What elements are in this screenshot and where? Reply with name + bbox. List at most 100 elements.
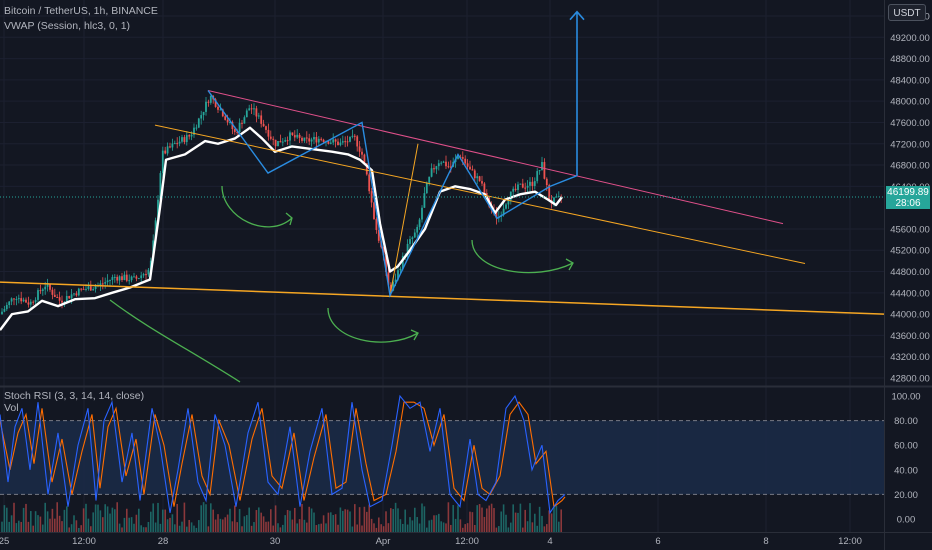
- volume-bar: [385, 511, 387, 532]
- candle-body: [111, 277, 114, 280]
- volume-bar: [128, 517, 130, 532]
- price-axis-tick: 43200.00: [890, 352, 930, 363]
- volume-bar: [387, 523, 390, 532]
- candle-body: [533, 181, 536, 186]
- candle-body: [428, 176, 431, 183]
- volume-bar: [241, 526, 243, 532]
- volume-bar: [116, 502, 118, 532]
- volume-bar: [190, 522, 193, 532]
- candle-body: [233, 129, 236, 132]
- volume-bar: [63, 509, 66, 532]
- candle-body: [375, 219, 378, 230]
- volume-bar: [214, 519, 217, 532]
- volume-bar: [483, 516, 486, 532]
- volume-bar: [22, 507, 25, 532]
- candle-body: [461, 157, 464, 159]
- volume-bar: [212, 509, 214, 532]
- candle-body: [502, 208, 505, 216]
- volume-bar: [423, 506, 426, 532]
- candle-body: [495, 210, 498, 219]
- candle-body: [447, 166, 450, 168]
- candle-body: [181, 137, 183, 142]
- candle-body: [529, 181, 531, 186]
- candle-body: [190, 134, 193, 137]
- volume-bar: [66, 506, 68, 532]
- candle-body: [505, 204, 507, 209]
- orange-pole-line: [389, 143, 419, 296]
- volume-bar: [255, 510, 258, 532]
- candle-body: [394, 279, 397, 283]
- volume-bar: [217, 514, 219, 532]
- candle-body: [5, 305, 8, 310]
- time-axis-tick: 12:00: [455, 536, 479, 547]
- candle-body: [44, 286, 47, 290]
- stoch-axis-tick: 80.00: [894, 416, 918, 427]
- candle-body: [272, 138, 275, 140]
- countdown-timer: 28:06: [895, 197, 921, 209]
- volume-bar: [522, 527, 524, 532]
- volume-bar: [246, 515, 248, 532]
- candle-body: [413, 232, 416, 238]
- candle-body: [178, 141, 181, 144]
- volume-bar: [102, 517, 104, 532]
- candle-body: [161, 150, 164, 174]
- candle-body: [260, 115, 263, 124]
- volume-bar: [478, 504, 481, 532]
- price-axis-tick: 44800.00: [890, 267, 930, 278]
- volume-bar: [159, 523, 162, 532]
- volume-bar: [260, 512, 262, 532]
- volume-bar: [370, 518, 373, 532]
- volume-bar: [558, 521, 560, 532]
- candle-body: [123, 274, 126, 281]
- candle-body: [267, 129, 270, 137]
- volume-bar: [322, 515, 325, 532]
- price-axis-tick: 43600.00: [890, 331, 930, 342]
- volume-bar: [282, 524, 284, 532]
- candle-body: [241, 122, 243, 124]
- volume-bar: [318, 524, 320, 532]
- volume-bar: [529, 503, 531, 532]
- stoch-rsi-legend: Stoch RSI (3, 3, 14, 14, close): [4, 390, 145, 402]
- candle-body: [361, 151, 363, 155]
- candle-body: [471, 169, 474, 171]
- volume-bar: [394, 502, 397, 532]
- candle-body: [284, 140, 287, 142]
- candle-body: [409, 239, 411, 244]
- volume-bar: [226, 514, 229, 532]
- volume-bar: [339, 507, 342, 532]
- candle-body: [291, 132, 294, 136]
- candle-body: [382, 247, 385, 256]
- vwap-legend: VWAP (Session, hlc3, 0, 1): [4, 20, 131, 32]
- volume-bar: [142, 527, 145, 532]
- currency-button[interactable]: USDT: [888, 4, 926, 21]
- volume-bar: [354, 504, 356, 532]
- volume-bar: [20, 521, 22, 532]
- candle-body: [389, 284, 392, 291]
- volume-bar: [270, 509, 272, 532]
- candle-body: [137, 278, 140, 280]
- candle-body: [305, 137, 308, 139]
- target-arrow-head: [569, 10, 585, 21]
- candle-body: [217, 106, 219, 110]
- last-price-tag: 46199.89 28:06: [886, 185, 930, 209]
- candle-body: [169, 146, 171, 148]
- volume-bar: [58, 515, 61, 532]
- volume-bar: [133, 523, 135, 532]
- candle-body: [243, 117, 246, 124]
- candle-body: [349, 136, 351, 142]
- candle-body: [387, 272, 390, 285]
- volume-bar: [78, 527, 80, 532]
- candle-body: [344, 141, 347, 143]
- volume-bar: [493, 508, 495, 532]
- candle-body: [392, 282, 395, 291]
- volume-bar: [195, 527, 198, 532]
- candle-body: [466, 163, 469, 167]
- volume-bar: [224, 517, 226, 532]
- volume-bar: [510, 522, 512, 532]
- candle-body: [51, 289, 54, 295]
- candle-body: [517, 184, 519, 190]
- candle-body: [531, 181, 534, 186]
- candle-body: [229, 122, 231, 124]
